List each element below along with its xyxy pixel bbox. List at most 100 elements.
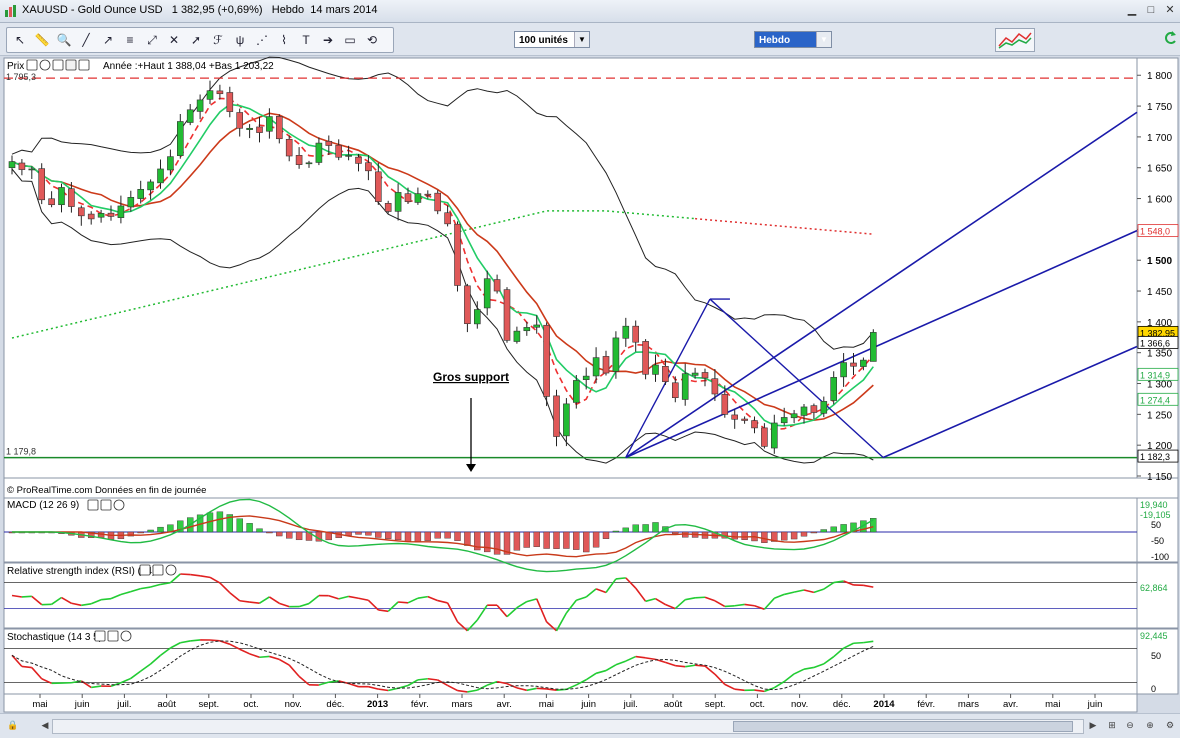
ray-tool-icon[interactable]: ↗ [99,31,117,49]
candle [39,163,45,204]
rsi-value-tag: 62,864 [1140,583,1168,593]
stoch-segment [675,666,685,667]
settings-icon[interactable]: ⚙ [1162,718,1178,733]
text-tool-icon[interactable]: T [297,31,315,49]
candle-body [583,376,589,380]
rectangle-icon[interactable]: ▭ [341,31,359,49]
y-tick-label: 1 350 [1147,349,1172,360]
candle-body [464,286,470,324]
candle-body [474,310,480,324]
wrench-icon [88,500,98,510]
period-select[interactable]: Hebdo ▼ [754,31,832,48]
panel-background [4,498,1137,562]
macd-histogram-bar [603,532,609,539]
stoch-value-tag: 92,445 [1140,631,1168,641]
macd-histogram-bar [563,532,569,549]
axis-background [1137,563,1178,628]
arrow-tool-icon[interactable]: ➚ [187,31,205,49]
reset-icon[interactable]: ⟲ [363,31,381,49]
scroll-left-icon[interactable]: ◀ [38,718,52,733]
y-tick-label: 1 700 [1147,133,1172,144]
magnifier-icon[interactable]: 🔍 [55,31,73,49]
macd-histogram-bar [296,532,302,540]
x-tick-label: sept. [198,699,219,710]
high-level-label: 1 795,3 [6,72,36,82]
macd-histogram-bar [544,532,550,549]
macd-histogram-bar [841,524,847,532]
candle-body [98,213,104,217]
support-level-label: 1 179,8 [6,447,36,457]
cross-tool-icon[interactable]: ✕ [165,31,183,49]
fan-tool-icon[interactable]: ⋰ [253,31,271,49]
rsi-segment [180,574,190,575]
candle-body [385,203,391,211]
candle-body [177,121,183,155]
candle-body [771,423,777,448]
candle-body [395,192,401,211]
time-scrollbar[interactable] [52,719,1084,734]
stoch-panel-label: Stochastique (14 3 5) [7,632,102,643]
pointer-icon[interactable]: ↖ [11,31,29,49]
arrow-right-icon[interactable]: ➔ [319,31,337,49]
zoom-fit-icon[interactable]: ⊞ [1104,718,1120,733]
macd-histogram-bar [405,532,411,541]
candle-body [851,363,857,366]
lock-icon[interactable]: 🔒 [6,718,20,733]
candle-body [821,401,827,413]
x-tick-label: févr. [411,699,429,710]
pitchfork-icon[interactable]: ψ [231,31,249,49]
rsi-segment [398,602,408,603]
refresh-icon[interactable] [1162,28,1178,50]
candle-body [187,110,193,123]
trend-tool-icon[interactable]: ⤢ [143,31,161,49]
stoch-segment [854,643,864,644]
candle-body [296,155,302,164]
close-icon[interactable]: ✕ [1162,3,1178,18]
channel-tool-icon[interactable]: ≡ [121,31,139,49]
minimize-icon[interactable]: ▁ [1124,3,1140,18]
x-tick-label: 2014 [873,699,895,710]
candle-body [237,112,243,128]
macd-histogram-bar [653,522,659,532]
macd-histogram-bar [415,532,421,542]
candle-body [29,169,35,170]
macd-histogram-bar [484,532,490,552]
fibonacci-icon[interactable]: ℱ [209,31,227,49]
macd-histogram-bar [761,532,767,543]
scroll-right-icon[interactable]: ▶ [1086,718,1100,733]
x-tick-label: mars [958,699,979,710]
candle-body [534,325,540,327]
macd-histogram-bar [623,528,629,532]
panel-background [4,58,1137,478]
macd-histogram-bar [425,532,431,541]
retracement-icon[interactable]: ⌇ [275,31,293,49]
footer-bar: 🔒 ◀ ▶ ⊞ ⊖ ⊕ ⚙ [0,713,1180,738]
candle-body [870,332,876,361]
macd-histogram-bar [365,532,371,535]
candle-body [405,194,411,202]
candle-body [791,414,797,418]
chart-window-icon [101,500,111,510]
stoch-segment [735,689,745,690]
indicators-icon[interactable] [995,28,1035,52]
candle-body [633,326,639,342]
macd-y-tick: 50 [1151,520,1161,530]
candle [504,287,510,343]
candle [455,221,461,291]
units-select[interactable]: 100 unités ▼ [514,31,590,48]
zoom-out-icon[interactable]: ⊖ [1122,718,1138,733]
add-icon [79,60,89,70]
zoom-in-icon[interactable]: ⊕ [1142,718,1158,733]
ruler-icon[interactable]: 📏 [33,31,51,49]
candle-body [9,162,15,168]
candle-body [276,116,282,138]
macd-value-tag: 19,940 [1140,500,1168,510]
period-select-value: Hebdo [759,35,790,46]
y-tick-label: 1 600 [1147,195,1172,206]
scrollbar-thumb[interactable] [733,721,1073,732]
maximize-icon[interactable]: □ [1143,3,1159,18]
line-tool-icon[interactable]: ╱ [77,31,95,49]
candle-body [59,187,65,204]
